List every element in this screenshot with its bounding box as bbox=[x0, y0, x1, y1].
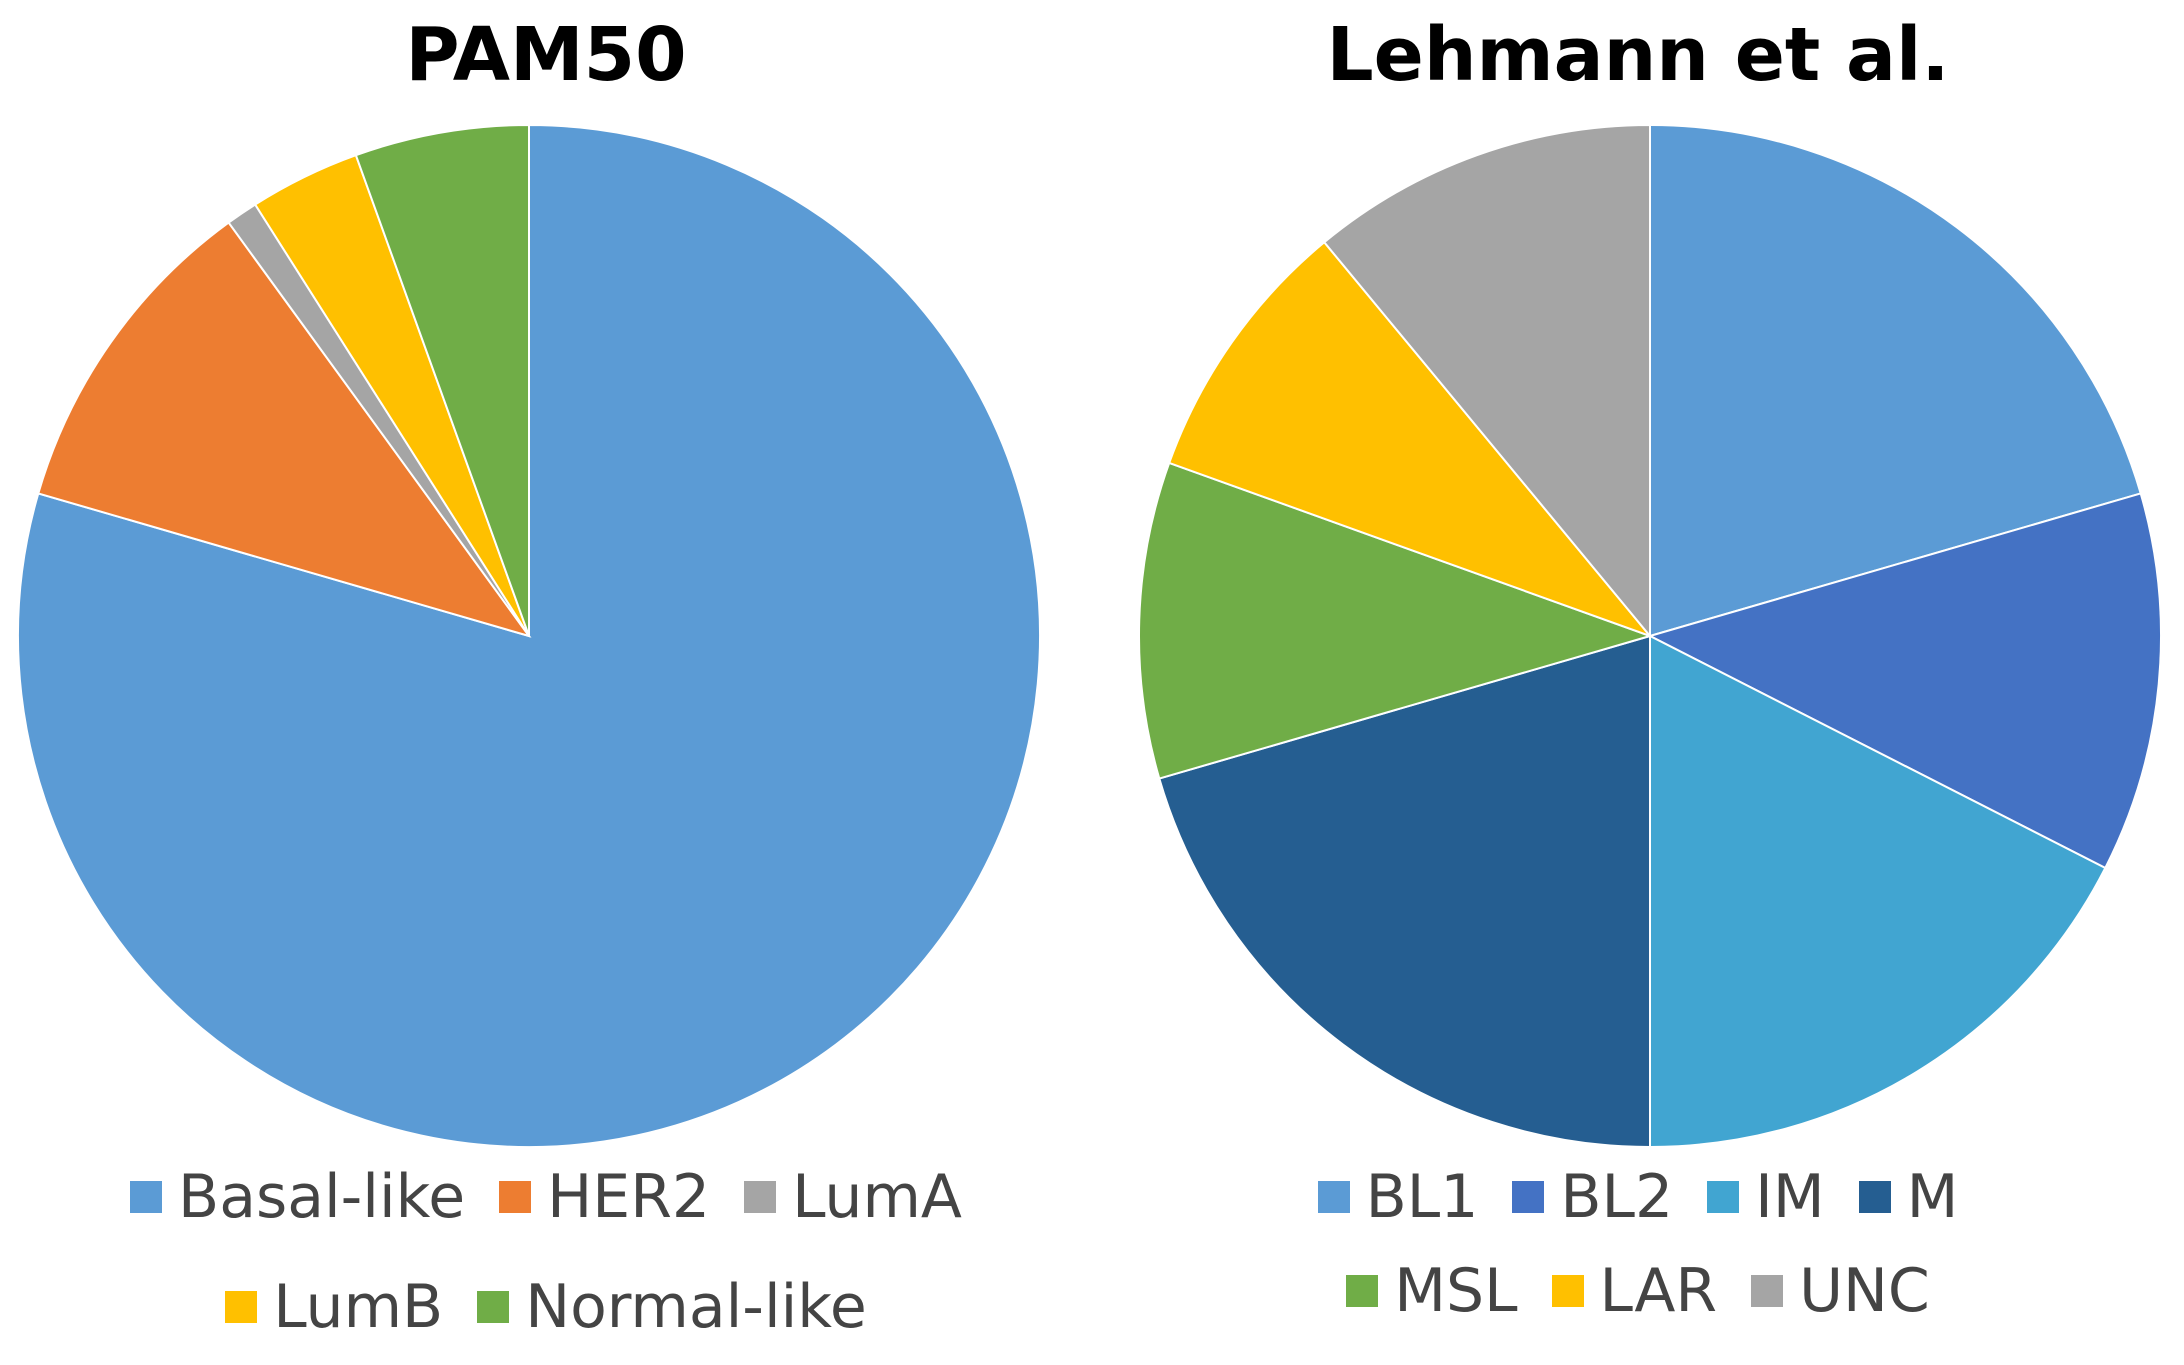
legend-item-im: IM bbox=[1707, 1162, 1825, 1232]
legend-label: LumA bbox=[792, 1162, 962, 1232]
chart-title: PAM50 bbox=[405, 12, 687, 98]
pam50-pie bbox=[17, 123, 1041, 1148]
legend-item-her2: HER2 bbox=[499, 1162, 710, 1232]
legend-label: MSL bbox=[1394, 1256, 1518, 1326]
legend-item-bl2: BL2 bbox=[1512, 1162, 1673, 1232]
pie-slice-bl1 bbox=[1649, 123, 2142, 638]
legend-item-msl: MSL bbox=[1346, 1256, 1518, 1326]
legend-swatch bbox=[1346, 1275, 1379, 1307]
legend-label: Basal-like bbox=[178, 1162, 466, 1232]
legend-swatch bbox=[744, 1181, 777, 1213]
legend-label: IM bbox=[1755, 1162, 1825, 1232]
legend-item-lumb: LumB bbox=[225, 1272, 443, 1342]
legend-label: BL1 bbox=[1365, 1162, 1479, 1232]
legend-item-m: M bbox=[1858, 1162, 1959, 1232]
pie-slice-her2 bbox=[37, 221, 532, 638]
legend-label: UNC bbox=[1799, 1256, 1930, 1326]
legend-item-luma: LumA bbox=[744, 1162, 962, 1232]
pie-slice-normal-like bbox=[354, 123, 530, 637]
legend-swatch bbox=[1707, 1181, 1740, 1213]
lehmann-pie bbox=[1138, 123, 2162, 1149]
lehmann-chart: Lehmann et al. BL1 BL2 IM M MSL LAR UNC bbox=[1092, 0, 2184, 1365]
legend-swatch bbox=[1858, 1181, 1891, 1213]
legend-swatch bbox=[130, 1181, 163, 1213]
pie-slice-im bbox=[1649, 634, 2107, 1149]
chart-title: Lehmann et al. bbox=[1326, 12, 1950, 98]
legend-swatch bbox=[1317, 1181, 1350, 1213]
legend-label: LumB bbox=[273, 1272, 444, 1342]
pam50-chart: PAM50 Basal-like HER2 LumA LumB Normal-like bbox=[17, 12, 1041, 1342]
legend-item-basal-like: Basal-like bbox=[130, 1162, 465, 1232]
legend-label: M bbox=[1906, 1162, 1959, 1232]
legend-label: Normal-like bbox=[525, 1272, 867, 1342]
legend-swatch bbox=[1751, 1275, 1784, 1307]
pie-slice-msl bbox=[1138, 461, 1654, 780]
legend-swatch bbox=[1551, 1275, 1584, 1307]
legend-label: HER2 bbox=[547, 1162, 711, 1232]
legend-swatch bbox=[477, 1291, 510, 1323]
legend-label: BL2 bbox=[1560, 1162, 1674, 1232]
legend-item-bl1: BL1 bbox=[1317, 1162, 1479, 1232]
pie-slice-lar bbox=[1167, 240, 1654, 639]
pie-slice-unc bbox=[1322, 123, 1651, 639]
pie-slice-m bbox=[1158, 634, 1651, 1149]
legend-item-unc: UNC bbox=[1751, 1256, 1930, 1326]
legend-label: LAR bbox=[1599, 1256, 1718, 1326]
legend-item-lar: LAR bbox=[1551, 1256, 1718, 1326]
legend-swatch bbox=[1512, 1181, 1545, 1213]
legend-swatch bbox=[499, 1181, 532, 1213]
legend-item-normal-like: Normal-like bbox=[477, 1272, 867, 1342]
legend-swatch bbox=[225, 1291, 258, 1323]
pie-slice-bl2 bbox=[1647, 492, 2162, 870]
